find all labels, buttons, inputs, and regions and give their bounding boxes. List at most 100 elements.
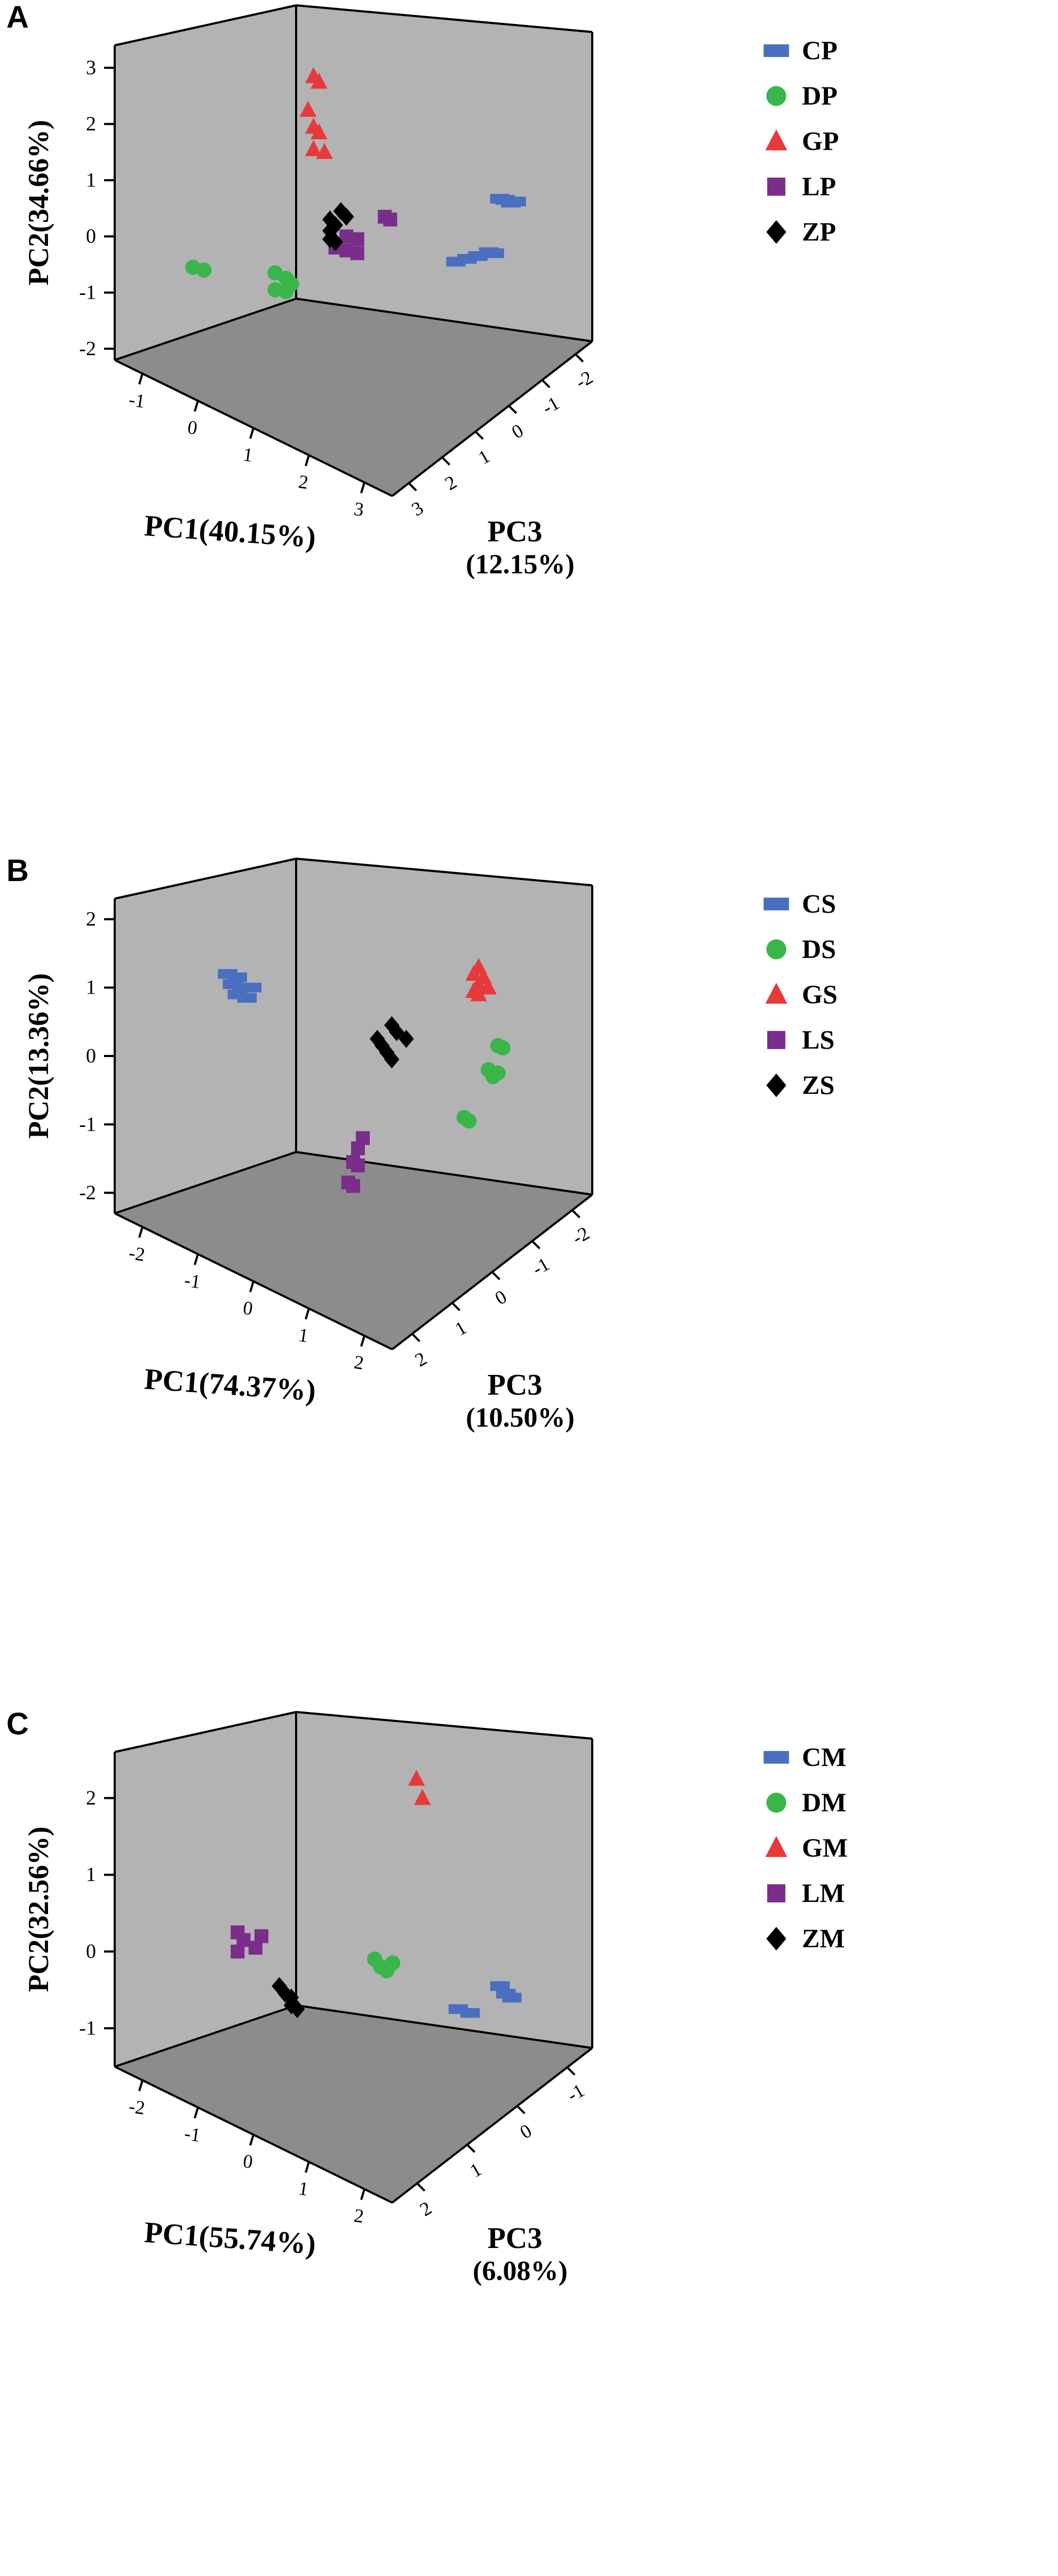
x-tick	[138, 1226, 144, 1238]
z-tick-label: 0	[516, 2120, 536, 2143]
y-tick-label: 2	[86, 908, 96, 930]
box-edge	[296, 1711, 593, 1740]
x-tick	[138, 2079, 144, 2092]
z-tick	[451, 1302, 460, 1311]
z-axis-label-units: (6.08%)	[473, 2256, 568, 2286]
box-edge	[296, 858, 593, 886]
legend-marker	[763, 898, 789, 910]
z-tick	[491, 1271, 500, 1281]
legend-marker	[763, 1751, 789, 1764]
legend-label: ZS	[802, 1070, 834, 1100]
legend-label: LM	[802, 1878, 845, 1908]
plot-box	[114, 858, 593, 1350]
legend-item: GS	[765, 979, 838, 1009]
z-tick	[441, 457, 451, 466]
x-tick	[249, 2134, 254, 2146]
z-tick-label: -2	[572, 366, 596, 393]
z-tick-label: 1	[451, 1317, 471, 1340]
data-point	[379, 1963, 395, 1979]
y-tick-label: 0	[86, 1940, 96, 1963]
data-point	[289, 2000, 305, 2018]
legend-label: GS	[802, 979, 838, 1009]
data-point	[480, 978, 497, 995]
x-tick-label: 0	[242, 2150, 254, 2173]
z-tick	[516, 2105, 526, 2115]
x-tick-label: 0	[242, 1297, 254, 1319]
z-tick	[408, 482, 417, 492]
legend-label: ZP	[802, 217, 836, 246]
box-edge	[114, 2004, 297, 2068]
x-tick	[138, 373, 144, 385]
data-point	[299, 101, 317, 117]
data-point	[461, 1113, 477, 1129]
z-axis-label: PC3	[488, 2222, 543, 2255]
x-tick-label: -1	[128, 389, 146, 412]
legend-marker	[765, 129, 787, 150]
data-point	[351, 1141, 365, 1156]
z-tick-label: 2	[416, 2197, 435, 2221]
z-tick	[466, 2143, 476, 2153]
z-tick	[575, 353, 584, 363]
data-point	[490, 1981, 510, 1991]
legend-item: LP	[767, 171, 836, 201]
y-axis-label: PC2(34.66%)	[22, 120, 54, 285]
z-axis-label-units: (10.50%)	[466, 1403, 575, 1433]
z-tick	[416, 2182, 426, 2192]
floor	[115, 2005, 592, 2203]
z-tick-label: 2	[411, 1348, 431, 1371]
z-axis-label: PC3	[488, 1369, 543, 1402]
data-point	[338, 207, 354, 226]
x-tick	[360, 1335, 365, 1347]
z-tick-label: -1	[563, 2079, 588, 2106]
x-tick	[305, 454, 310, 467]
x-tick-label: 1	[242, 444, 254, 466]
data-point	[506, 196, 526, 206]
x-tick	[360, 2188, 365, 2201]
legend-label: LP	[802, 171, 836, 201]
legend-label: LS	[802, 1025, 834, 1054]
data-point	[490, 1065, 506, 1081]
x-tick	[305, 1308, 310, 1320]
z-tick-label: 0	[508, 420, 527, 443]
data-point	[311, 123, 328, 140]
legend-item: ZS	[766, 1070, 834, 1100]
data-point	[278, 284, 294, 299]
data-point	[346, 1179, 360, 1193]
data-point	[484, 248, 504, 258]
data-point	[351, 1158, 365, 1173]
z-tick-label: 3	[408, 497, 427, 521]
legend-item: CM	[763, 1742, 846, 1772]
legend-label: DP	[802, 81, 838, 110]
legend-label: GM	[802, 1833, 848, 1862]
x-tick	[194, 1253, 199, 1266]
legend-label: GP	[802, 126, 839, 156]
data-point	[384, 1050, 400, 1069]
z-tick-label: -1	[538, 392, 563, 419]
box-edge	[114, 4, 297, 46]
z-tick	[411, 1333, 420, 1342]
y-tick-label: 0	[86, 225, 96, 247]
data-point	[502, 1993, 522, 2003]
z-tick-label: -1	[529, 1253, 553, 1280]
box-edge	[296, 4, 593, 33]
box-edge	[296, 298, 593, 342]
x-tick-label: 1	[297, 1324, 309, 1347]
legend-item: CS	[763, 889, 836, 918]
data-point	[383, 212, 397, 227]
left-wall	[115, 859, 296, 1213]
legend-label: DS	[802, 934, 836, 964]
x-tick-label: 0	[186, 417, 198, 439]
right-wall	[296, 859, 592, 1195]
box-edge	[114, 298, 297, 361]
y-tick-label: -2	[79, 1182, 96, 1204]
right-wall	[296, 5, 592, 341]
legend-item: DM	[766, 1787, 846, 1817]
legend-marker	[765, 1836, 787, 1857]
x-tick-label: 2	[353, 1351, 365, 1374]
legend: CP DP GP LP ZP	[763, 35, 839, 246]
legend-item: ZP	[766, 217, 836, 246]
legend-marker	[766, 1793, 786, 1813]
data-points	[218, 958, 511, 1193]
x-tick	[305, 2161, 310, 2173]
